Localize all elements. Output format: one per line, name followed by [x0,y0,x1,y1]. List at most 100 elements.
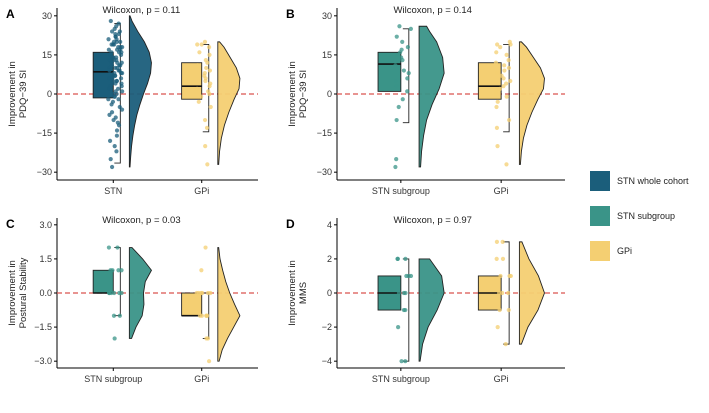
data-point [109,110,115,115]
data-point [207,84,212,89]
y-tick-label: −30 [317,167,332,177]
group-gpi: GPi [477,239,545,384]
data-point [508,78,513,84]
data-point [112,26,117,31]
data-point [107,112,112,117]
data-point [207,52,212,58]
data-point [196,99,201,104]
violin-shape [217,41,241,165]
data-point [119,107,125,112]
data-point [502,68,507,73]
data-point [106,37,111,42]
data-point [118,39,123,44]
y-axis-label-line: Postural Stability [18,257,29,328]
data-point [401,68,406,73]
data-point [494,256,499,262]
data-point [114,128,120,133]
data-point [111,117,116,123]
panel-title: Wilcoxon, p = 0.97 [394,215,472,226]
y-axis-label-line: PDQ−39 SI [298,70,309,118]
box-iqr [181,292,203,317]
data-point [119,290,124,296]
data-point [405,76,410,81]
panel-b: B Wilcoxon, p = 0.14 Improvement inPDQ−39 … [286,5,565,196]
data-point [506,65,512,71]
data-point [500,256,506,262]
violin-shape [518,41,545,165]
data-point [202,117,208,123]
data-point [508,42,513,47]
data-point [408,26,413,31]
data-point [405,44,410,50]
data-point [106,245,112,250]
data-point [208,290,213,296]
x-tick-label: STN subgroup [372,186,430,196]
data-point [493,60,499,65]
legend-swatch [590,241,610,261]
data-point [205,60,210,65]
legend-swatch [590,171,610,191]
data-point [494,50,499,55]
y-axis-label: Improvement inPDQ−39 SI [7,61,29,126]
data-point [114,133,119,138]
data-point [494,125,500,130]
data-point [394,34,399,39]
data-point [107,86,112,91]
data-point [118,52,124,58]
panel-title: Wilcoxon, p = 0.03 [102,215,180,226]
data-point [497,86,503,91]
y-tick-label: 0.0 [39,288,52,298]
data-point [206,44,212,50]
y-tick-label: 0 [47,89,52,99]
data-point [113,73,118,78]
data-point [504,162,509,167]
data-point [199,313,205,318]
data-point [394,84,399,89]
data-point [112,336,117,341]
y-axis-label: Improvement inPDQ−39 SI [287,61,309,126]
y-tick-label: 1.5 [39,254,52,264]
data-point [207,68,213,73]
panel-a: A Wilcoxon, p = 0.11 Improvement inPDQ−39 … [6,5,258,196]
data-point [495,324,500,330]
data-point [109,164,115,170]
violin-shape [418,25,445,168]
data-point [203,78,208,84]
data-point [506,117,512,123]
panel-letter: B [286,7,295,21]
y-tick-label: 15 [322,50,332,60]
data-point [119,268,124,273]
y-tick-label: −30 [37,167,52,177]
legend: STN whole cohort STN subgroup GPi [590,171,689,261]
data-point [396,290,402,296]
data-point [107,76,112,81]
x-tick-label: STN [104,186,122,196]
data-point [506,58,511,63]
data-point [400,58,405,63]
group-stn_sub: STN subgroup [372,24,445,196]
y-tick-label: −1.5 [34,322,52,332]
y-tick-label: 0 [327,89,332,99]
y-axis-label: Improvement inPostural Stability [7,257,29,328]
y-tick-label: −15 [317,128,332,138]
data-point [108,268,113,273]
data-point [107,68,112,73]
data-point [109,102,114,107]
group-gpi: GPi [181,39,241,196]
data-point [203,144,208,149]
data-point [495,99,500,104]
legend-label: STN subgroup [617,211,675,221]
data-point [396,104,401,110]
data-point [208,104,213,110]
data-point [195,63,200,68]
data-point [196,290,201,296]
y-tick-label: −3.0 [34,356,52,366]
y-axis-label-line: Improvement in [7,260,18,325]
data-point [506,290,511,296]
data-point [111,313,117,318]
data-point [393,63,398,68]
data-point [115,245,120,250]
data-point [398,50,403,55]
data-point [498,273,503,279]
data-point [112,94,117,99]
